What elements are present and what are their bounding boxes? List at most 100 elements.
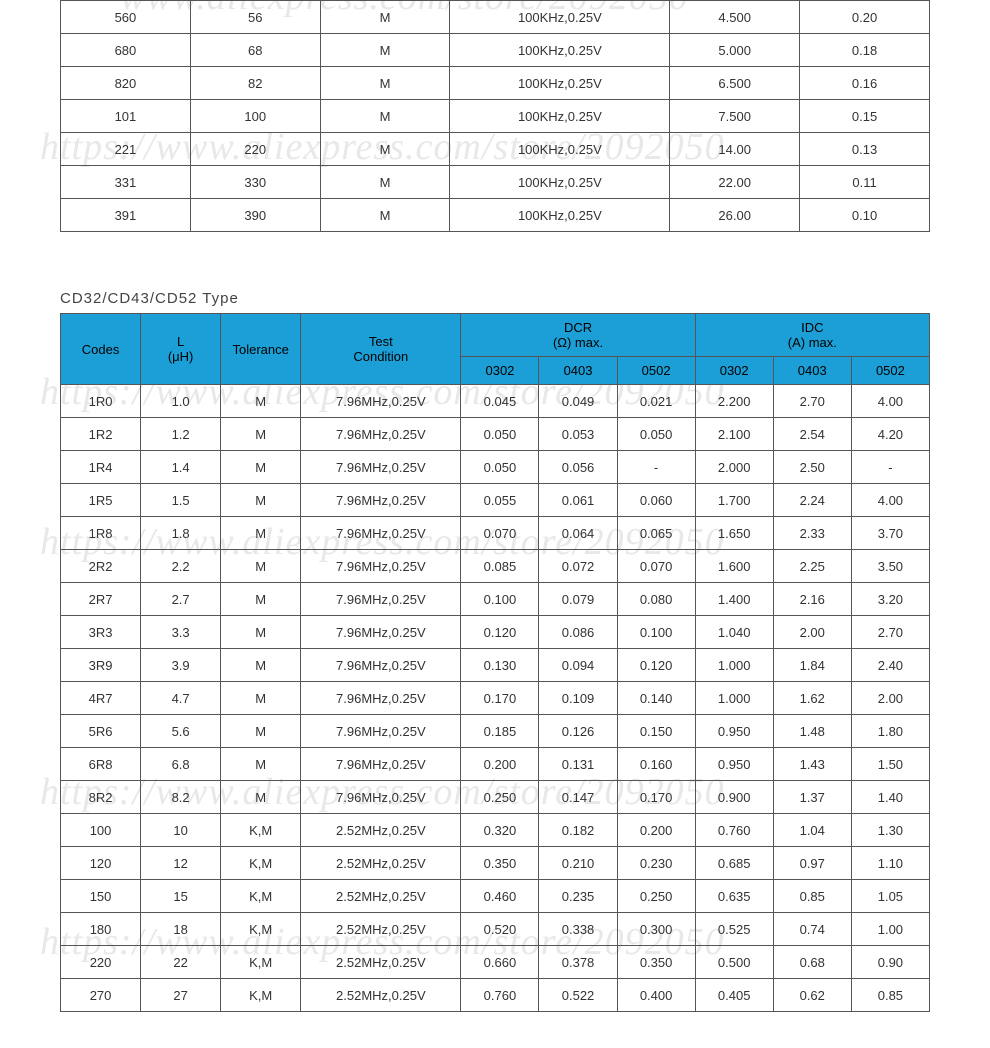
cell: 0.150 bbox=[617, 715, 695, 748]
table-row: 8R28.2M7.96MHz,0.25V0.2500.1470.1700.900… bbox=[61, 781, 930, 814]
cell: 2.16 bbox=[773, 583, 851, 616]
cell: 1.000 bbox=[695, 649, 773, 682]
table-row: 3R93.9M7.96MHz,0.25V0.1300.0940.1201.000… bbox=[61, 649, 930, 682]
cell: 0.90 bbox=[851, 946, 929, 979]
table-row: 1R41.4M7.96MHz,0.25V0.0500.056-2.0002.50… bbox=[61, 451, 930, 484]
cell: 0.056 bbox=[539, 451, 617, 484]
cell: 0.405 bbox=[695, 979, 773, 1012]
cell: M bbox=[221, 781, 301, 814]
table-row: 331330M100KHz,0.25V22.000.11 bbox=[61, 166, 930, 199]
cell: M bbox=[221, 583, 301, 616]
cell: 22 bbox=[141, 946, 221, 979]
cell: 0.053 bbox=[539, 418, 617, 451]
cell: 7.96MHz,0.25V bbox=[301, 616, 461, 649]
cell: 0.147 bbox=[539, 781, 617, 814]
cell: 0.950 bbox=[695, 748, 773, 781]
cell: 100KHz,0.25V bbox=[450, 133, 670, 166]
table-row: 221220M100KHz,0.25V14.000.13 bbox=[61, 133, 930, 166]
cell: 1.8 bbox=[141, 517, 221, 550]
cell: 82 bbox=[190, 67, 320, 100]
cell: 6.8 bbox=[141, 748, 221, 781]
cell: 0.350 bbox=[461, 847, 539, 880]
cell: 1R2 bbox=[61, 418, 141, 451]
cell: 0.522 bbox=[539, 979, 617, 1012]
cell: 0.200 bbox=[461, 748, 539, 781]
cell: 10 bbox=[141, 814, 221, 847]
cell: 0.685 bbox=[695, 847, 773, 880]
cell: 120 bbox=[61, 847, 141, 880]
cell: 2R7 bbox=[61, 583, 141, 616]
cell: 1.700 bbox=[695, 484, 773, 517]
cell: M bbox=[320, 133, 450, 166]
cell: 560 bbox=[61, 1, 191, 34]
cell: 100KHz,0.25V bbox=[450, 199, 670, 232]
cell: 2.70 bbox=[773, 385, 851, 418]
cell: 5R6 bbox=[61, 715, 141, 748]
cell: 0.085 bbox=[461, 550, 539, 583]
cell: 0.080 bbox=[617, 583, 695, 616]
header-cell: Tolerance bbox=[221, 314, 301, 385]
cell: 7.96MHz,0.25V bbox=[301, 385, 461, 418]
table-row: 1R01.0M7.96MHz,0.25V0.0450.0490.0212.200… bbox=[61, 385, 930, 418]
cell: 180 bbox=[61, 913, 141, 946]
cell: 0.97 bbox=[773, 847, 851, 880]
cell: 0.086 bbox=[539, 616, 617, 649]
cell: 100 bbox=[190, 100, 320, 133]
cell: 100KHz,0.25V bbox=[450, 67, 670, 100]
cell: 0.021 bbox=[617, 385, 695, 418]
cell: 0.100 bbox=[461, 583, 539, 616]
cell: 221 bbox=[61, 133, 191, 166]
cell: 1.650 bbox=[695, 517, 773, 550]
cell: 0.064 bbox=[539, 517, 617, 550]
cell: M bbox=[221, 616, 301, 649]
cell: 2.54 bbox=[773, 418, 851, 451]
cell: 0.760 bbox=[461, 979, 539, 1012]
cell: M bbox=[320, 166, 450, 199]
cell: 1.00 bbox=[851, 913, 929, 946]
cell: M bbox=[221, 484, 301, 517]
table-row: 1R81.8M7.96MHz,0.25V0.0700.0640.0651.650… bbox=[61, 517, 930, 550]
table-row: 2R72.7M7.96MHz,0.25V0.1000.0790.0801.400… bbox=[61, 583, 930, 616]
cell: 0.20 bbox=[800, 1, 930, 34]
cell: 18 bbox=[141, 913, 221, 946]
cell: 0.400 bbox=[617, 979, 695, 1012]
cell: M bbox=[221, 385, 301, 418]
cell: 6R8 bbox=[61, 748, 141, 781]
page: www.aliexpress.com/store/2092050https://… bbox=[0, 0, 990, 1048]
cell: 391 bbox=[61, 199, 191, 232]
cell: 1R4 bbox=[61, 451, 141, 484]
cell: 5.000 bbox=[670, 34, 800, 67]
table-row: 10010K,M2.52MHz,0.25V0.3200.1820.2000.76… bbox=[61, 814, 930, 847]
cell: 1.50 bbox=[851, 748, 929, 781]
cell: 100KHz,0.25V bbox=[450, 100, 670, 133]
cell: 5.6 bbox=[141, 715, 221, 748]
cell: M bbox=[320, 1, 450, 34]
cell: M bbox=[320, 67, 450, 100]
cell: 0.079 bbox=[539, 583, 617, 616]
table-row: 5R65.6M7.96MHz,0.25V0.1850.1260.1500.950… bbox=[61, 715, 930, 748]
cell: 1.040 bbox=[695, 616, 773, 649]
cell: 1R8 bbox=[61, 517, 141, 550]
cell: 7.96MHz,0.25V bbox=[301, 748, 461, 781]
cell: 1.05 bbox=[851, 880, 929, 913]
cell: 101 bbox=[61, 100, 191, 133]
cell: 0.120 bbox=[617, 649, 695, 682]
cell: 14.00 bbox=[670, 133, 800, 166]
table-row: 22022K,M2.52MHz,0.25V0.6600.3780.3500.50… bbox=[61, 946, 930, 979]
cell: 2.70 bbox=[851, 616, 929, 649]
cell: 0.200 bbox=[617, 814, 695, 847]
cell: 0.18 bbox=[800, 34, 930, 67]
cell: - bbox=[851, 451, 929, 484]
header-cell: L(μH) bbox=[141, 314, 221, 385]
cell: 680 bbox=[61, 34, 191, 67]
cell: 0.900 bbox=[695, 781, 773, 814]
cell: 0.100 bbox=[617, 616, 695, 649]
cell: 1.400 bbox=[695, 583, 773, 616]
cell: 0.094 bbox=[539, 649, 617, 682]
cell: 3.70 bbox=[851, 517, 929, 550]
cell: 2.00 bbox=[773, 616, 851, 649]
table-row: 3R33.3M7.96MHz,0.25V0.1200.0860.1001.040… bbox=[61, 616, 930, 649]
header-cell: 0502 bbox=[617, 357, 695, 385]
cell: 100KHz,0.25V bbox=[450, 34, 670, 67]
cell: 0.126 bbox=[539, 715, 617, 748]
